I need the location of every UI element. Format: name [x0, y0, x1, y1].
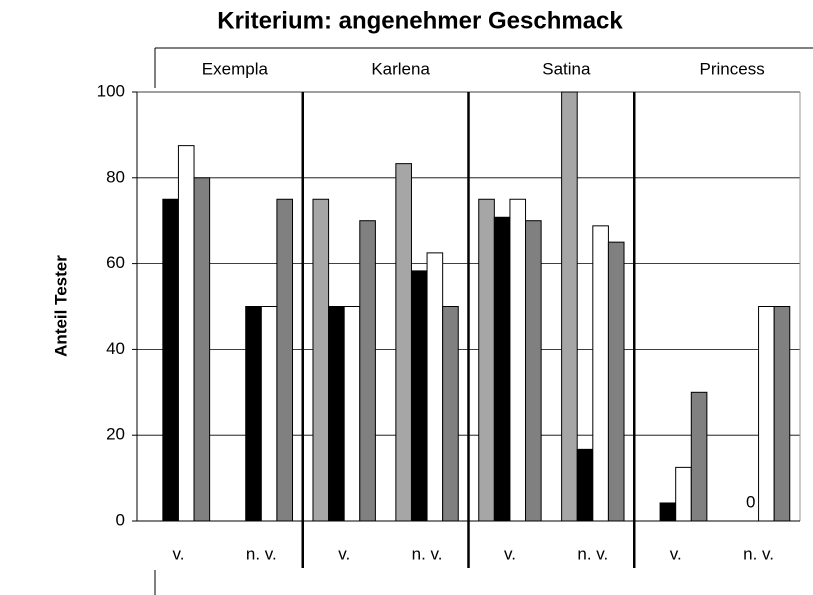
bar [659, 502, 677, 522]
y-tick-label: 20 [106, 425, 125, 444]
y-tick-label: 60 [106, 253, 125, 272]
group-label: Princess [700, 59, 765, 78]
x-tick-label: v. [172, 544, 184, 563]
bar [773, 306, 791, 522]
bar [758, 306, 775, 522]
bar [410, 270, 428, 522]
bar [276, 198, 294, 522]
bar [395, 163, 412, 522]
bar [343, 306, 361, 522]
bar [245, 306, 262, 522]
bar [675, 466, 692, 522]
data-label: 0 [746, 492, 755, 511]
bar [525, 220, 542, 522]
y-tick-label: 0 [116, 510, 125, 529]
x-tick-label: v. [338, 544, 350, 563]
bar [162, 198, 179, 522]
group-label: Exempla [202, 59, 269, 78]
bar [260, 306, 278, 522]
x-tick-label: n. v. [577, 544, 608, 563]
bar [442, 306, 459, 522]
y-tick-label: 40 [106, 339, 125, 358]
bar [426, 252, 444, 522]
y-axis-label: Anteil Tester [51, 255, 70, 357]
x-tick-label: v. [504, 544, 516, 563]
chart-title: Kriterium: angenehmer Geschmack [217, 7, 623, 34]
bar [193, 177, 211, 522]
group-label: Satina [542, 59, 591, 78]
bar [561, 91, 578, 522]
x-tick-label: n. v. [246, 544, 277, 563]
bar [328, 306, 345, 522]
x-tick-label: n. v. [743, 544, 774, 563]
bar [592, 225, 609, 522]
y-tick-label: 80 [106, 167, 125, 186]
bar [493, 216, 511, 522]
bar [478, 198, 495, 522]
bar [312, 198, 330, 522]
bar [690, 391, 708, 522]
x-tick-label: n. v. [412, 544, 443, 563]
group-label: Karlena [371, 59, 430, 78]
bar [509, 198, 527, 522]
bar [576, 448, 594, 522]
bar [607, 241, 625, 522]
y-tick-label: 100 [97, 81, 125, 100]
bar [177, 145, 195, 522]
bar [359, 220, 376, 522]
x-tick-label: v. [670, 544, 682, 563]
